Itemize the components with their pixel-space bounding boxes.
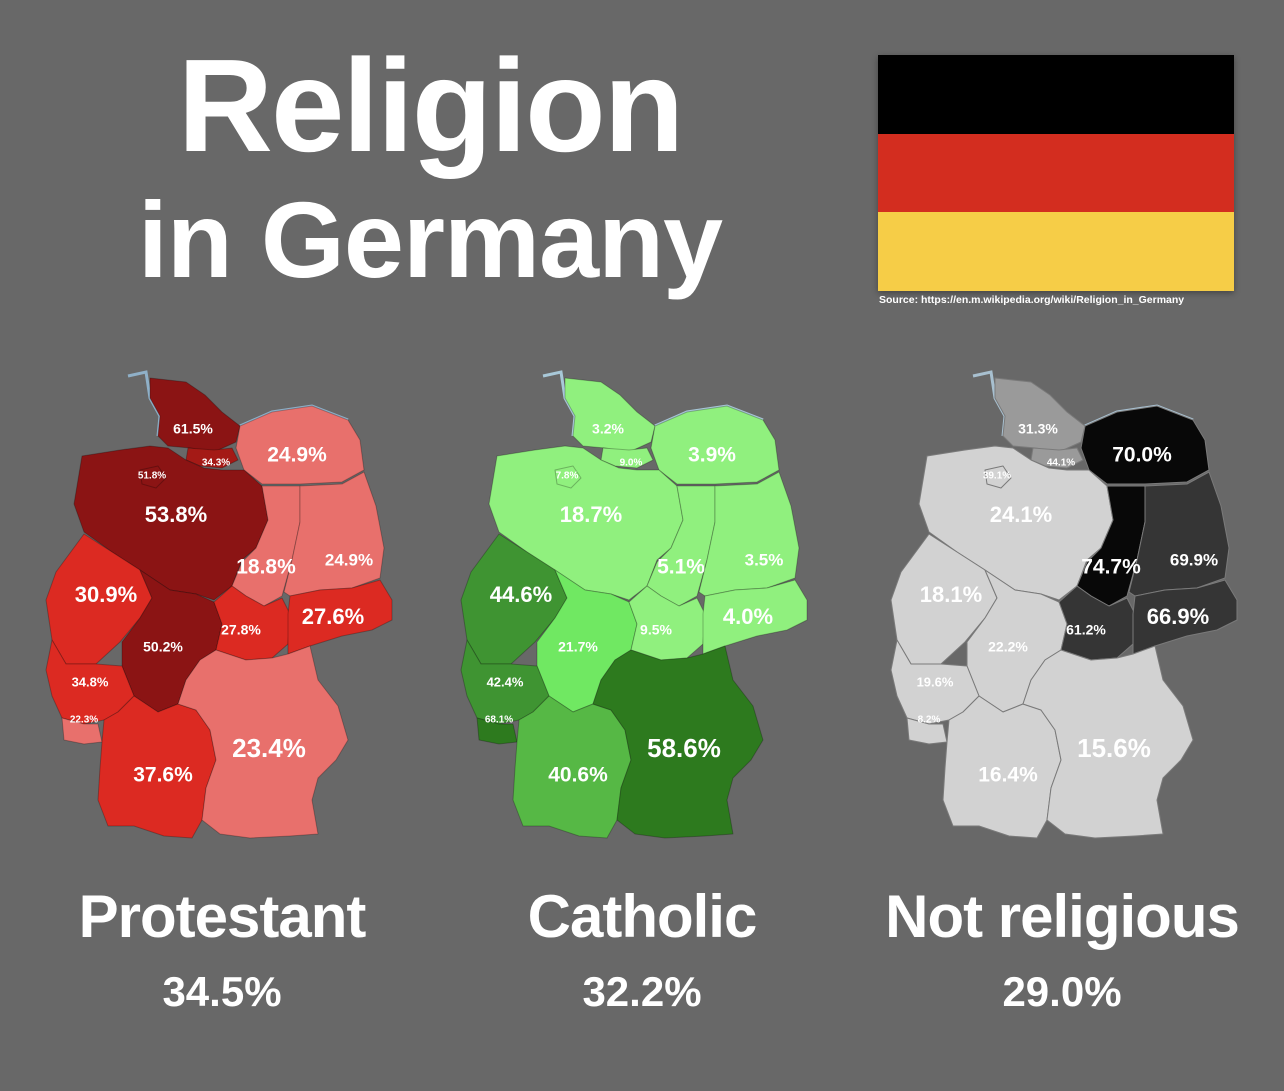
state-value-ni: 53.8%: [145, 502, 207, 527]
state-value-st: 74.7%: [1081, 556, 1141, 579]
state-value-st: 18.8%: [236, 556, 296, 579]
state-value-he: 21.7%: [558, 639, 598, 655]
state-value-sn: 4.0%: [723, 604, 773, 629]
title-line-1: Religion: [177, 32, 685, 179]
state-sh: [149, 377, 241, 453]
state-value-nw: 44.6%: [490, 582, 552, 607]
state-sh: [564, 377, 656, 453]
state-value-bw: 40.6%: [548, 764, 608, 787]
catholic-total: 32.2%: [582, 968, 702, 1015]
flag-stripe-gold: [878, 212, 1234, 292]
state-by: [1022, 645, 1194, 839]
state-value-ni: 18.7%: [560, 502, 622, 527]
state-value-th: 9.5%: [640, 622, 672, 638]
state-value-he: 22.2%: [988, 639, 1028, 655]
state-value-th: 61.2%: [1066, 622, 1106, 638]
state-value-st: 5.1%: [657, 556, 705, 579]
state-sn: [287, 579, 393, 655]
state-value-hh: 44.1%: [1047, 458, 1075, 469]
state-value-sn: 27.6%: [302, 604, 364, 629]
state-value-bb: 3.5%: [745, 550, 784, 569]
state-hh: [185, 447, 239, 469]
state-nw: [45, 533, 153, 665]
state-sn: [1132, 579, 1238, 655]
page-title: Religion in Germany: [115, 40, 745, 294]
protestant-total: 34.5%: [162, 968, 282, 1015]
state-hh: [600, 447, 654, 469]
state-nw: [460, 533, 568, 665]
state-hb: [984, 465, 1012, 489]
state-value-sh: 31.3%: [1018, 421, 1058, 437]
state-value-by: 58.6%: [647, 733, 721, 763]
catholic-map: 3.2% 9.0% 3.9% 18.7% 7.8% 5.1% 3.5% 44.6% 21.7% 9…: [460, 370, 808, 839]
state-mv: [1080, 405, 1210, 485]
state-value-he: 50.2%: [143, 639, 183, 655]
state-value-sh: 61.5%: [173, 421, 213, 437]
state-value-nw: 18.1%: [920, 582, 982, 607]
state-sn: [702, 579, 808, 655]
state-value-sh: 3.2%: [592, 421, 624, 437]
catholic-label: Catholic: [527, 883, 758, 950]
state-value-by: 15.6%: [1077, 733, 1151, 763]
state-value-hh: 34.3%: [202, 458, 230, 469]
state-value-rp: 19.6%: [917, 674, 954, 689]
protestant-label: Protestant: [78, 883, 367, 950]
state-value-hb: 51.8%: [138, 471, 166, 482]
german-flag: [878, 55, 1234, 292]
state-value-sl: 8.2%: [918, 715, 941, 726]
state-value-bw: 16.4%: [978, 764, 1038, 787]
state-value-hb: 39.1%: [983, 471, 1011, 482]
not-religious-label: Not religious: [885, 883, 1240, 950]
not-religious-total: 29.0%: [1002, 968, 1122, 1015]
state-by: [592, 645, 764, 839]
protestant-map: 61.5% 34.3% 24.9% 53.8% 51.8% 18.8% 24.9% 30.9%…: [45, 370, 393, 839]
not-religious-map: 31.3% 44.1% 70.0% 24.1% 39.1% 74.7% 69.9% 18.1%…: [890, 370, 1238, 839]
state-mv: [650, 405, 780, 485]
state-nw: [890, 533, 998, 665]
state-value-rp: 42.4%: [487, 674, 524, 689]
state-mv: [235, 405, 365, 485]
state-value-bw: 37.6%: [133, 764, 193, 787]
flag-stripe-black: [878, 55, 1234, 134]
state-value-sl: 22.3%: [70, 715, 98, 726]
state-value-th: 27.8%: [221, 622, 261, 638]
state-value-rp: 34.8%: [72, 674, 109, 689]
source-note: Source: https://en.m.wikipedia.org/wiki/…: [879, 294, 1185, 306]
state-value-mv: 24.9%: [267, 444, 327, 467]
state-value-bb: 24.9%: [325, 550, 373, 569]
state-hb: [139, 465, 167, 489]
title-line-2: in Germany: [137, 179, 723, 300]
state-value-sn: 66.9%: [1147, 604, 1209, 629]
state-hb: [554, 465, 582, 489]
state-value-by: 23.4%: [232, 733, 306, 763]
state-value-hh: 9.0%: [620, 458, 643, 469]
state-value-hb: 7.8%: [556, 471, 579, 482]
state-value-ni: 24.1%: [990, 502, 1052, 527]
flag-stripe-red: [878, 133, 1234, 213]
state-value-nw: 30.9%: [75, 582, 137, 607]
state-by: [177, 645, 349, 839]
state-sh: [994, 377, 1086, 453]
state-value-sl: 68.1%: [485, 715, 513, 726]
state-value-mv: 70.0%: [1112, 444, 1172, 467]
state-value-mv: 3.9%: [688, 444, 736, 467]
state-value-bb: 69.9%: [1170, 550, 1218, 569]
